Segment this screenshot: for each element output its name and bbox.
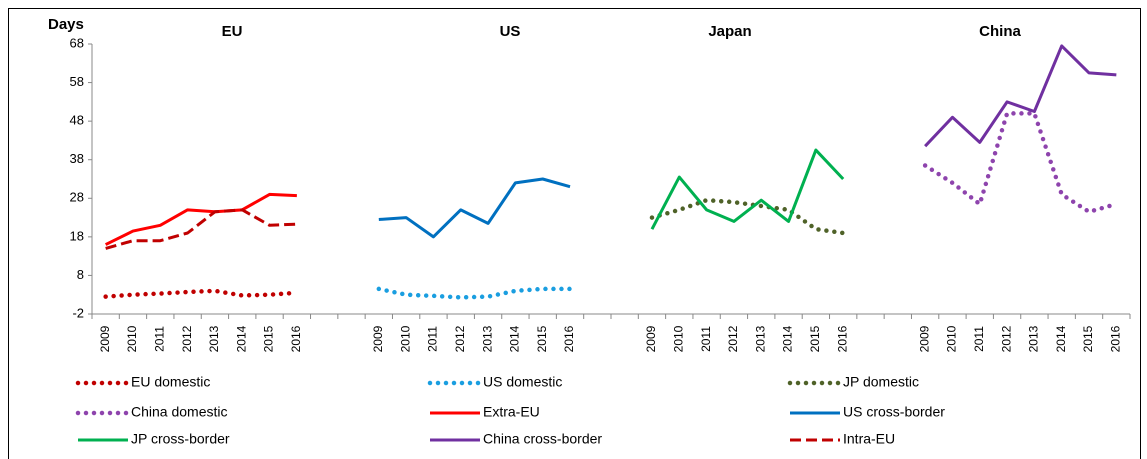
series-line: [650, 148, 845, 230]
series-line: [376, 286, 573, 300]
x-tick-label: 2009: [917, 325, 931, 352]
x-tick-label: 2014: [234, 325, 248, 352]
x-tick-label: 2012: [726, 325, 740, 352]
series-line: [922, 111, 1119, 215]
x-tick-label: 2015: [262, 325, 276, 352]
x-tick-label: 2011: [426, 326, 440, 352]
x-tick-label: 2010: [398, 325, 412, 352]
y-tick-label: 38: [70, 151, 84, 166]
x-tick-label: 2013: [480, 325, 494, 352]
x-tick-label: 2014: [781, 325, 795, 352]
x-tick-label: 2009: [644, 325, 658, 352]
panel-title: China: [979, 23, 1021, 40]
y-tick-label: 58: [70, 74, 84, 89]
x-tick-label: 2016: [289, 325, 303, 352]
legend-label: China domestic: [131, 404, 228, 420]
y-tick-label: 8: [77, 267, 84, 282]
panel-title: US: [500, 23, 521, 40]
x-tick-label: 2012: [180, 325, 194, 352]
x-tick-label: 2014: [508, 325, 522, 352]
panel-title: Japan: [708, 23, 751, 40]
legend-label: US domestic: [483, 374, 562, 390]
x-tick-label: 2013: [1027, 325, 1041, 352]
x-tick-label: 2009: [371, 325, 385, 352]
legend-label: JP domestic: [843, 374, 919, 390]
x-tick-label: 2010: [125, 325, 139, 352]
x-tick-label: 2009: [98, 325, 112, 352]
y-tick-label: 18: [70, 228, 84, 243]
x-tick-label: 2012: [999, 325, 1013, 352]
x-tick-label: 2012: [453, 325, 467, 352]
series-line: [378, 177, 571, 239]
panel-title: EU: [222, 23, 243, 40]
x-tick-label: 2013: [753, 325, 767, 352]
x-tick-label: 2010: [945, 325, 959, 352]
series-line: [103, 288, 300, 299]
x-tick-label: 2011: [152, 326, 166, 352]
x-tick-label: 2016: [1109, 325, 1123, 352]
frame: [8, 8, 1141, 459]
legend-label: EU domestic: [131, 374, 210, 390]
legend-label: US cross-border: [843, 404, 945, 420]
series-line: [104, 192, 297, 246]
y-tick-label: 28: [70, 190, 84, 205]
y-tick-label: 68: [70, 35, 84, 50]
x-tick-label: 2011: [699, 326, 713, 352]
x-tick-label: 2015: [535, 325, 549, 352]
x-tick-label: 2014: [1054, 325, 1068, 352]
y-tick-label: 48: [70, 113, 84, 128]
series-line: [105, 208, 297, 250]
x-tick-label: 2011: [972, 326, 986, 352]
legend-label: Intra-EU: [843, 431, 895, 447]
legend-label: China cross-border: [483, 431, 602, 447]
x-tick-label: 2013: [207, 325, 221, 352]
legend-label: JP cross-border: [131, 431, 230, 447]
x-tick-label: 2015: [1081, 325, 1095, 352]
x-tick-label: 2016: [562, 325, 576, 352]
y-axis-label: Days: [48, 16, 84, 33]
legend-label: Extra-EU: [483, 404, 540, 420]
x-tick-label: 2015: [808, 325, 822, 352]
series-line: [649, 197, 846, 236]
x-tick-label: 2016: [835, 325, 849, 352]
series-line: [924, 44, 1117, 148]
x-tick-label: 2010: [671, 325, 685, 352]
y-tick-label: -2: [72, 305, 84, 320]
